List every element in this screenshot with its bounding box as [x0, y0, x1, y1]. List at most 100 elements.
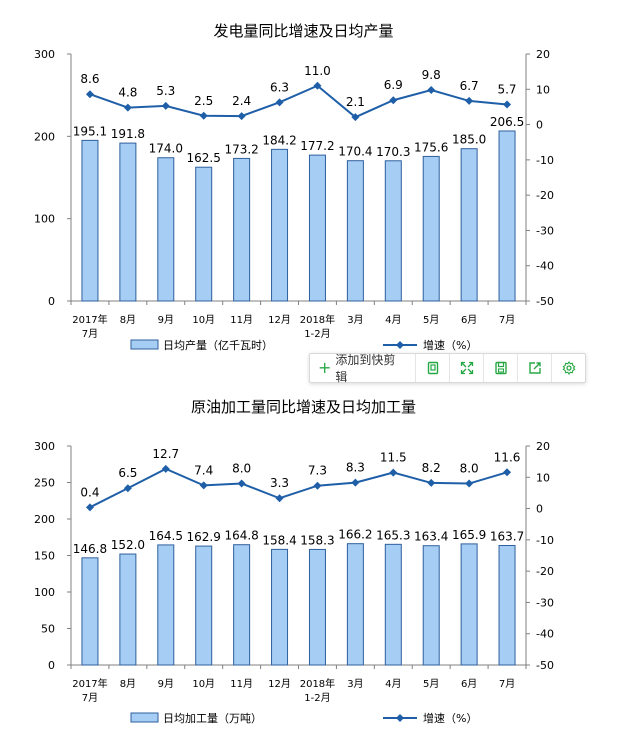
chart2-growth-marker [503, 468, 512, 477]
chart2-category-label: 10月 [192, 678, 215, 690]
chart2-bar [384, 543, 402, 666]
chart2-growth-marker [161, 464, 170, 473]
chart2-right-tick-label: 0 [536, 503, 543, 516]
expand-button[interactable] [450, 354, 485, 382]
chart2-bar [308, 548, 326, 666]
chart2-category-label: 2018年 [300, 677, 335, 690]
chart1-category-label: 8月 [120, 314, 136, 326]
chart2-bar-label: 146.8 [73, 542, 107, 556]
chart2-growth-marker [123, 484, 132, 493]
chart2-growth-marker [351, 478, 360, 487]
chart2-left-tick-label: 0 [48, 659, 55, 672]
chart1-bar-label: 175.6 [414, 140, 448, 154]
chart1-growth-label: 6.9 [384, 78, 403, 92]
add-to-quick-clip-label: 添加到快剪辑 [335, 353, 396, 384]
chart1-bar [157, 157, 175, 302]
save-icon [494, 361, 507, 375]
add-to-quick-clip-button[interactable]: + 添加到快剪辑 [310, 353, 417, 384]
chart2-growth-marker [465, 479, 474, 488]
chart2-bar-label: 152.0 [111, 538, 145, 552]
share-icon [528, 362, 541, 374]
chart1-right-tick-label: -10 [536, 154, 554, 167]
chart1-bar-label: 174.0 [149, 142, 183, 156]
chart2-bar [81, 557, 99, 666]
chart1-category-label: 2018年 [300, 313, 335, 326]
chart2-bar [498, 544, 516, 666]
chart1-growth-label: 11.0 [304, 64, 331, 78]
chart2-category-label: 6月 [461, 678, 477, 690]
chart1-growth-line [89, 84, 508, 119]
chart2-growth-label: 8.0 [232, 462, 251, 476]
chart1-growth-marker [389, 96, 398, 105]
chart2-category-label: 7月 [499, 678, 515, 690]
chart2-bar [233, 544, 251, 666]
chart1-category-label: 9月 [158, 314, 174, 326]
chart1-bar-label: 162.5 [187, 151, 221, 165]
chart1-growth-marker [313, 81, 322, 90]
chart2-bar-label: 163.4 [414, 530, 448, 544]
chart2-left-tick-label: 100 [34, 586, 55, 599]
chart1-bar [346, 160, 364, 302]
chart2-legend-line-marker [396, 714, 404, 722]
chart2-category-label: 3月 [347, 678, 363, 690]
chart2-right-tick-label: -40 [536, 628, 554, 641]
chart1-right-tick-label: 10 [536, 83, 550, 96]
chart2-category-label: 9月 [158, 678, 174, 690]
chart2-right-tick-label: 20 [536, 440, 550, 453]
chart1-bar [384, 160, 402, 302]
chart2-category-label: 4月 [385, 678, 401, 690]
chart2-growth-label: 8.0 [460, 462, 479, 476]
chart2-category-label: 12月 [268, 678, 291, 690]
chart2-growth-marker [313, 481, 322, 490]
chart2-bar-label: 158.3 [300, 533, 334, 547]
chart1-category-label: 11月 [230, 314, 253, 326]
chart1-category-label: 5月 [423, 314, 439, 326]
save-button[interactable] [484, 354, 519, 382]
chart2-left-tick-label: 50 [41, 623, 55, 636]
chart1-bar-label: 195.1 [73, 124, 107, 138]
chart1-bar [422, 155, 440, 302]
chart2-growth-marker [389, 468, 398, 477]
chart1-legend-bar-label: 日均产量（亿千瓦时） [163, 338, 273, 352]
chart1-legend-line-label: 增速（%） [423, 338, 477, 352]
chart1-growth-marker [275, 98, 284, 107]
chart1-bar [308, 154, 326, 302]
chart1-growth-label: 9.8 [422, 68, 441, 82]
chart2-growth-label: 8.2 [422, 461, 441, 475]
chart1-growth-label: 2.5 [194, 94, 213, 108]
chart1-bar-label: 177.2 [300, 139, 334, 153]
chart1-growth-marker [199, 111, 208, 120]
chart2-bar-label: 163.7 [490, 529, 524, 543]
chart2-right-tick-label: -10 [536, 534, 554, 547]
chart2-growth-label: 7.3 [308, 464, 327, 478]
chart2-bar-label: 164.8 [224, 529, 258, 543]
chart2-title: 原油加工量同比增速及日均加工量 [191, 398, 416, 416]
chart1-bar [271, 148, 289, 302]
chart1-bar [195, 166, 213, 302]
chart2-growth-label: 11.5 [380, 451, 407, 465]
copy-button[interactable] [416, 354, 451, 382]
chart1-bar-label: 184.2 [262, 133, 296, 147]
chart2-bar [119, 553, 137, 666]
chart2-growth-marker [199, 481, 208, 490]
chart1-bar-label: 185.0 [452, 133, 486, 147]
settings-button[interactable] [552, 354, 585, 382]
chart2-bar-label: 165.3 [376, 528, 410, 542]
chart1-growth-marker [237, 112, 246, 121]
chart2-category-label: 11月 [230, 678, 253, 690]
chart1-category-label: 1-2月 [304, 328, 330, 340]
chart2-bar-label: 164.5 [149, 529, 183, 543]
chart1-right-tick-label: -40 [536, 260, 554, 273]
chart1-growth-label: 2.4 [232, 94, 251, 108]
chart2-right-tick-label: -50 [536, 659, 554, 672]
chart1-growth-label: 4.8 [118, 86, 137, 100]
chart2-category-label: 7月 [82, 692, 98, 704]
chart2-growth-label: 8.3 [346, 461, 365, 475]
chart1-category-label: 3月 [347, 314, 363, 326]
chart1-growth-label: 6.3 [270, 80, 289, 94]
chart2-right-tick-label: -30 [536, 596, 554, 609]
chart1-right-tick-label: -30 [536, 224, 554, 237]
share-button[interactable] [518, 354, 553, 382]
chart2-growth-line [89, 467, 508, 509]
chart2-legend-bar-swatch [130, 712, 159, 723]
